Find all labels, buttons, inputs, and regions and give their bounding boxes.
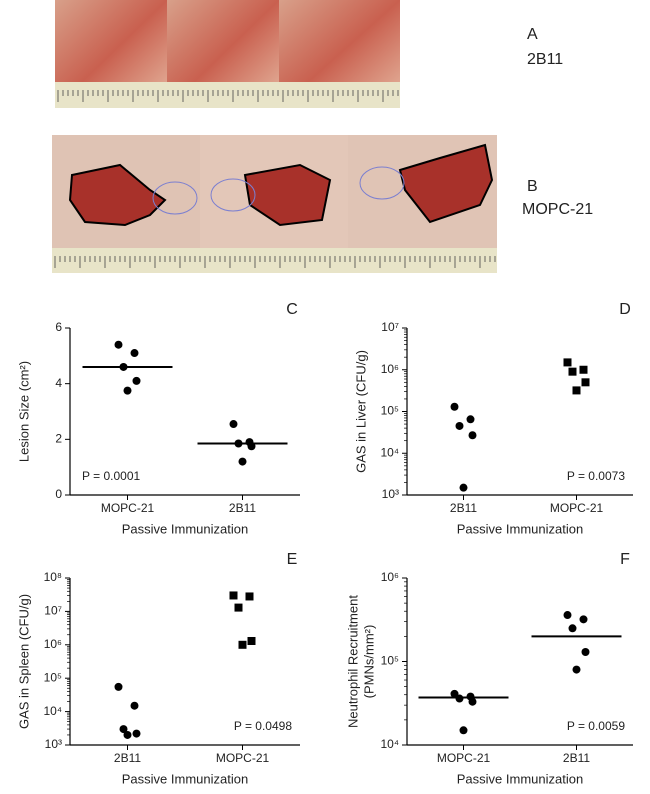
data-point xyxy=(563,611,572,620)
y-axis-label: Neutrophil Recruitment xyxy=(345,595,360,728)
x-tick-label: MOPC-21 xyxy=(550,501,604,515)
data-point xyxy=(245,592,254,601)
y-tick-label: 4 xyxy=(55,376,62,390)
annotation: P = 0.0073 xyxy=(567,469,625,483)
data-point xyxy=(119,362,128,371)
x-tick-label: MOPC-21 xyxy=(216,751,270,765)
panel-letter: F xyxy=(620,551,630,568)
data-point xyxy=(581,378,590,387)
x-tick-label: 2B11 xyxy=(450,501,477,515)
y-tick-label: 10⁶ xyxy=(381,362,399,376)
y-tick-label: 10⁴ xyxy=(380,737,399,751)
y-tick-label: 10⁵ xyxy=(44,670,62,684)
data-point xyxy=(238,640,247,649)
data-point xyxy=(468,697,477,706)
photo-b xyxy=(52,135,497,273)
panel-letter: C xyxy=(286,301,298,318)
data-point xyxy=(579,615,588,624)
data-point xyxy=(450,402,459,411)
x-tick-label: 2B11 xyxy=(114,751,141,765)
data-point xyxy=(568,367,577,376)
data-point xyxy=(229,420,238,429)
y-tick-label: 10⁴ xyxy=(43,704,62,718)
y-tick-label: 10⁷ xyxy=(381,320,399,334)
y-axis-label: GAS in Spleen (CFU/g) xyxy=(16,594,31,729)
data-point xyxy=(466,415,475,424)
data-point xyxy=(572,665,581,674)
y-tick-label: 10⁴ xyxy=(380,445,399,459)
data-point xyxy=(123,386,132,395)
annotation: P = 0.0059 xyxy=(567,719,625,733)
data-point xyxy=(114,682,123,691)
annotation: P = 0.0498 xyxy=(234,719,292,733)
x-tick-label: MOPC-21 xyxy=(101,501,155,515)
y-tick-label: 10⁸ xyxy=(44,570,62,584)
data-point xyxy=(581,647,590,656)
data-point xyxy=(114,340,123,349)
data-point xyxy=(123,730,132,739)
x-axis-label: Passive Immunization xyxy=(457,521,583,536)
data-point xyxy=(130,349,139,358)
photo-label: MOPC-21 xyxy=(522,201,593,218)
y-tick-label: 10⁶ xyxy=(44,637,62,651)
data-point xyxy=(247,636,256,645)
y-tick-label: 10³ xyxy=(382,487,399,501)
panel-letter: E xyxy=(287,551,298,568)
y-tick-label: 0 xyxy=(55,487,62,501)
data-point xyxy=(568,624,577,633)
data-point xyxy=(234,603,243,612)
data-point xyxy=(455,421,464,430)
data-point xyxy=(234,439,243,448)
data-point xyxy=(238,457,247,466)
y-tick-label: 2 xyxy=(55,432,62,446)
x-axis-label: Passive Immunization xyxy=(122,521,248,536)
photo-label: 2B11 xyxy=(527,51,563,68)
data-point xyxy=(119,725,128,734)
y-tick-label: 10⁵ xyxy=(381,654,399,668)
photo-letter: A xyxy=(527,26,538,43)
data-point xyxy=(459,483,468,492)
x-tick-label: MOPC-21 xyxy=(437,751,491,765)
data-point xyxy=(229,591,238,600)
data-point xyxy=(247,442,256,451)
x-axis-label: Passive Immunization xyxy=(457,771,583,786)
panel-letter: D xyxy=(619,301,631,318)
x-axis-label: Passive Immunization xyxy=(122,771,248,786)
y-tick-label: 10⁷ xyxy=(44,604,62,618)
y-tick-label: 10³ xyxy=(45,737,62,751)
y-tick-label: 10⁵ xyxy=(381,404,399,418)
data-point xyxy=(132,729,141,738)
data-point xyxy=(130,701,139,710)
photo-letter: B xyxy=(527,178,538,195)
x-tick-label: 2B11 xyxy=(563,751,590,765)
x-tick-label: 2B11 xyxy=(229,501,256,515)
photo-a xyxy=(55,0,400,108)
data-point xyxy=(468,431,477,440)
y-axis-label: GAS in Liver (CFU/g) xyxy=(353,350,368,473)
data-point xyxy=(572,386,581,395)
data-point xyxy=(459,726,468,735)
y-tick-label: 10⁶ xyxy=(381,570,399,584)
data-point xyxy=(563,358,572,367)
y-axis-label: (PMNs/mm²) xyxy=(361,625,376,699)
y-tick-label: 6 xyxy=(55,320,62,334)
data-point xyxy=(450,689,459,698)
annotation: P = 0.0001 xyxy=(82,469,140,483)
y-axis-label: Lesion Size (cm²) xyxy=(16,361,31,462)
data-point xyxy=(132,376,141,385)
data-point xyxy=(579,365,588,374)
data-point xyxy=(455,694,464,703)
